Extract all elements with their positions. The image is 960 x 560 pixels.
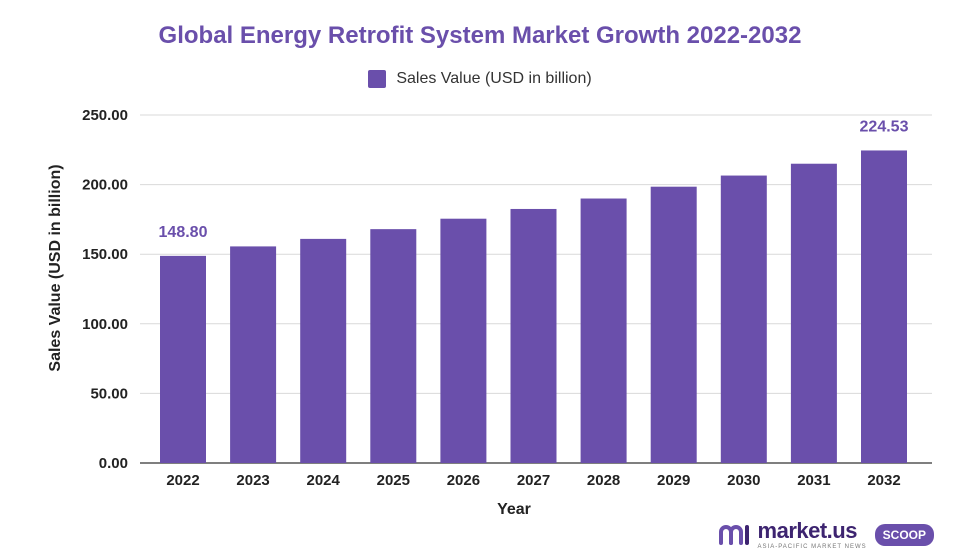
bar-2024 — [300, 238, 347, 463]
y-tick-label: 150.00 — [82, 246, 128, 263]
brand-logo: market.us ASIA-PACIFIC MARKET NEWS SCOOP — [718, 520, 934, 550]
y-axis-title: Sales Value (USD in billion) — [47, 164, 64, 371]
bar-2029 — [650, 186, 697, 464]
chart-title: Global Energy Retrofit System Market Gro… — [158, 22, 802, 49]
x-tick-labels: 2022 2023 2024 2025 2026 2027 2028 2029 2030 2031… — [166, 472, 900, 489]
x-tick-label: 2030 — [727, 472, 760, 489]
y-tick-label: 250.00 — [82, 107, 128, 124]
bar-2022 — [160, 255, 206, 463]
y-tick-label: 100.00 — [82, 316, 128, 333]
x-tick-label: 2022 — [166, 472, 199, 489]
data-label: 148.80 — [159, 224, 208, 241]
x-tick-label: 2029 — [657, 472, 690, 489]
x-tick-label: 2028 — [587, 472, 620, 489]
bars — [160, 150, 907, 464]
x-tick-label: 2025 — [377, 472, 410, 489]
bar-2026 — [440, 218, 487, 463]
brand-tagline: ASIA-PACIFIC MARKET NEWS — [757, 544, 867, 550]
data-labels: 148.80 224.53 — [159, 118, 909, 240]
bar-2025 — [370, 229, 417, 463]
bar-2031 — [790, 163, 837, 463]
x-tick-label: 2031 — [797, 472, 830, 489]
legend-swatch — [368, 70, 387, 88]
bar-2028 — [580, 198, 627, 463]
y-tick-labels: 0.00 50.00 100.00 150.00 200.00 250.00 — [82, 107, 128, 472]
y-tick-label: 0.00 — [99, 455, 128, 472]
x-tick-label: 2027 — [517, 472, 550, 489]
legend: Sales Value (USD in billion) — [0, 70, 960, 88]
y-tick-label: 200.00 — [82, 177, 128, 194]
x-tick-label: 2023 — [236, 472, 269, 489]
x-tick-label: 2024 — [307, 472, 341, 489]
bar-2032 — [861, 150, 907, 464]
legend-label: Sales Value (USD in billion) — [396, 70, 592, 87]
x-tick-label: 2032 — [867, 472, 900, 489]
data-label: 224.53 — [860, 118, 909, 135]
market-us-logo-icon — [718, 525, 749, 545]
brand-name: market.us — [757, 518, 858, 543]
x-axis-title: Year — [497, 501, 531, 518]
bar-2023 — [230, 246, 277, 463]
bar-2030 — [720, 175, 767, 463]
brand-badge: SCOOP — [874, 524, 934, 546]
bar-2027 — [510, 208, 557, 463]
x-tick-label: 2026 — [447, 472, 480, 489]
y-tick-label: 50.00 — [90, 385, 128, 402]
